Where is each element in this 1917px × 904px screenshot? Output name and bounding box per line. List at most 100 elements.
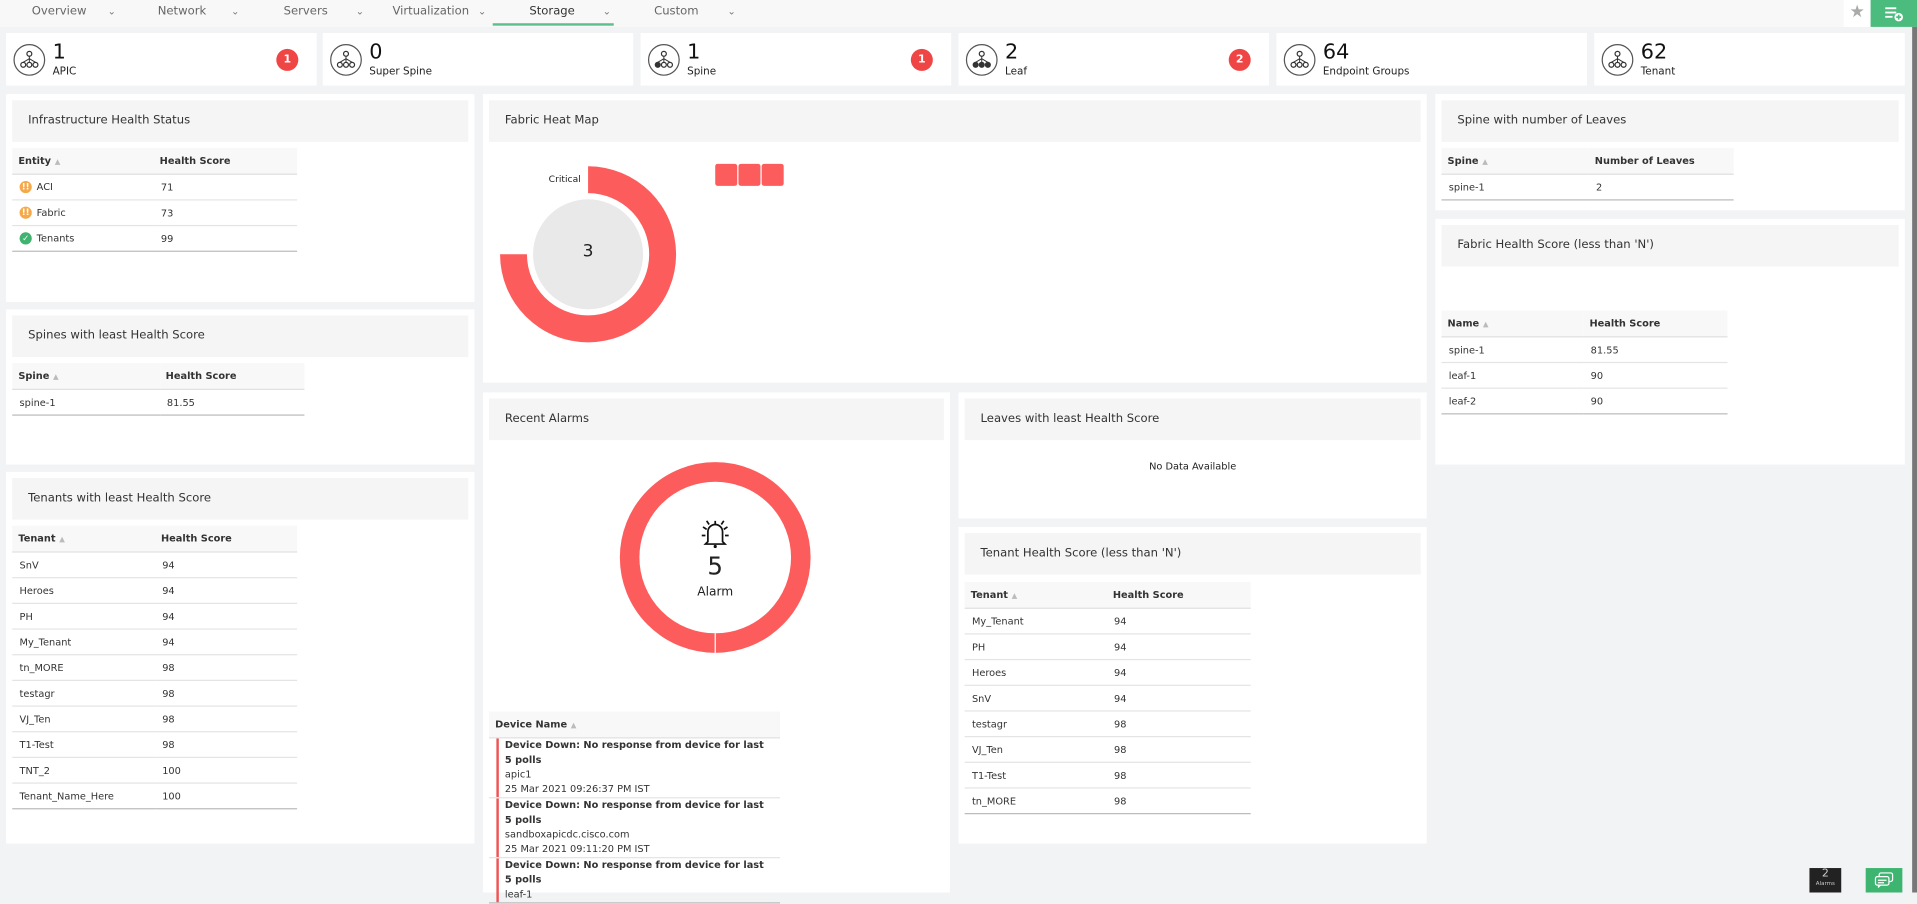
tab-overview[interactable]: Overview ⌄: [32, 0, 116, 27]
table-row[interactable]: Heroes 94: [964, 659, 1251, 686]
alarm-message: Device Down: No response from device for…: [504, 739, 764, 766]
table-row[interactable]: leaf-2 90: [1441, 388, 1728, 415]
column-header[interactable]: Tenant ▲: [12, 525, 155, 553]
table-row[interactable]: My_Tenant 94: [964, 608, 1251, 635]
alarms-badge-button[interactable]: 2 Alarms: [1809, 868, 1842, 893]
summary-card-endpoint-groups[interactable]: 64 Endpoint Groups: [1276, 33, 1587, 86]
card-alert-badge[interactable]: 1: [276, 48, 299, 71]
chevron-down-icon[interactable]: ⌄: [355, 6, 364, 18]
value-cell: 2: [1588, 174, 1734, 201]
table-row[interactable]: spine-1 2: [1441, 174, 1734, 201]
column-header[interactable]: Entity ▲: [12, 147, 154, 175]
table-row[interactable]: TNT_2 100: [12, 757, 298, 784]
tab-servers[interactable]: Servers ⌄: [284, 0, 364, 27]
summary-card-spine[interactable]: 1 Spine 1: [640, 33, 952, 86]
column-header[interactable]: Health Score: [1583, 310, 1728, 338]
summary-card-leaf[interactable]: 2 Leaf 2: [958, 33, 1270, 86]
table-row[interactable]: T1-Test 98: [964, 762, 1251, 789]
table-row[interactable]: PH 94: [12, 603, 298, 630]
alarm-entry: Device Down: No response from device for…: [496, 858, 772, 903]
column-header-label: Health Score: [160, 533, 232, 545]
value-cell: 94: [1106, 608, 1251, 635]
card-alert-badge[interactable]: 1: [910, 48, 933, 71]
no-data-message: No Data Available: [1149, 460, 1237, 472]
table-header-row: Spine ▲ Health Score: [12, 363, 305, 390]
card-alert-badge[interactable]: 2: [1228, 48, 1251, 71]
active-tab-indicator: [492, 23, 614, 26]
bell-icon: [701, 520, 729, 549]
tab-custom[interactable]: Custom ⌄: [654, 0, 736, 27]
column-header[interactable]: Health Score: [154, 525, 298, 553]
sort-icon[interactable]: ▲: [54, 157, 61, 167]
sort-icon[interactable]: ▲: [1482, 157, 1488, 167]
column-header[interactable]: Tenant ▲: [964, 581, 1107, 609]
critical-arc[interactable]: [500, 166, 677, 343]
chevron-down-icon[interactable]: ⌄: [727, 6, 736, 18]
column-header[interactable]: Spine ▲: [12, 363, 160, 390]
heatmap-cell[interactable]: [715, 163, 738, 186]
alarm-row[interactable]: Device Down: No response from device for…: [489, 857, 781, 904]
alarms-badge-label: Alarms: [1815, 881, 1835, 888]
chevron-down-icon[interactable]: ⌄: [478, 6, 487, 18]
table-row[interactable]: Heroes 94: [12, 577, 298, 604]
table-row[interactable]: testagr 98: [964, 710, 1251, 738]
column-header[interactable]: Name ▲: [1441, 310, 1584, 338]
sort-icon[interactable]: ▲: [570, 721, 577, 730]
table-row[interactable]: PH 94: [964, 633, 1251, 661]
sort-icon[interactable]: ▲: [53, 372, 59, 382]
table-header-row: Spine ▲ Number of Leaves: [1441, 147, 1734, 175]
add-widget-button[interactable]: [1870, 0, 1917, 27]
heatmap-cell[interactable]: [738, 163, 761, 186]
value-cell: 81.55: [159, 389, 305, 416]
page-scrollbar[interactable]: [1912, 26, 1917, 893]
spines-least-panel: Spines with least Health Score Spine ▲ Hea…: [6, 309, 475, 465]
table-row[interactable]: Tenant_Name_Here 100: [12, 783, 298, 810]
alarm-device[interactable]: apic1: [504, 769, 532, 781]
table-row[interactable]: tn_MORE 98: [964, 787, 1251, 815]
chevron-down-icon[interactable]: ⌄: [231, 6, 240, 18]
table-row[interactable]: testagr 98: [12, 680, 298, 707]
table-row[interactable]: SnV 94: [964, 685, 1251, 712]
tab-network[interactable]: Network ⌄: [158, 0, 240, 27]
alarm-device[interactable]: sandboxapicdc.cisco.com: [504, 828, 630, 840]
column-header[interactable]: Spine ▲: [1441, 147, 1589, 175]
summary-card-super-spine[interactable]: 0 Super Spine: [322, 33, 634, 86]
chevron-down-icon[interactable]: ⌄: [602, 6, 611, 18]
tab-storage[interactable]: Storage ⌄: [529, 0, 611, 27]
sort-icon[interactable]: ▲: [1482, 320, 1489, 329]
table-row[interactable]: tn_MORE 98: [12, 654, 298, 681]
sort-icon[interactable]: ▲: [59, 535, 65, 545]
favorite-star-icon[interactable]: ★: [1843, 0, 1871, 27]
table-row[interactable]: leaf-1 90: [1441, 362, 1728, 389]
table-row[interactable]: spine-1 81.55: [1441, 336, 1728, 364]
column-header[interactable]: Number of Leaves: [1588, 147, 1734, 175]
column-header[interactable]: Device Name ▲: [489, 711, 781, 739]
value-cell: 90: [1583, 388, 1728, 415]
chat-button[interactable]: [1865, 868, 1903, 893]
table-row[interactable]: !! Fabric 73: [12, 199, 298, 227]
column-header[interactable]: Health Score: [1106, 581, 1251, 609]
heatmap-cell[interactable]: [761, 163, 784, 186]
table-row[interactable]: T1-Test 98: [12, 731, 298, 759]
sort-icon[interactable]: ▲: [1011, 591, 1018, 601]
table-header-row: Name ▲ Health Score: [1441, 310, 1728, 338]
value-cell: 94: [154, 629, 298, 656]
name-cell: Heroes: [12, 577, 155, 604]
table-row[interactable]: !! ACI 71: [12, 174, 298, 201]
chevron-down-icon[interactable]: ⌄: [107, 6, 116, 18]
table-row[interactable]: VJ_Ten 98: [12, 706, 298, 733]
summary-card-apic[interactable]: 1 APIC 1: [6, 33, 317, 86]
tab-virtualization[interactable]: Virtualization ⌄: [392, 0, 486, 27]
table-row[interactable]: VJ_Ten 98: [964, 736, 1251, 763]
table-row[interactable]: SnV 94: [12, 552, 298, 579]
table-row[interactable]: spine-1 81.55: [12, 389, 305, 416]
table-row[interactable]: ✓ Tenants 99: [12, 225, 298, 252]
table-row[interactable]: My_Tenant 94: [12, 629, 298, 656]
column-header[interactable]: Health Score: [153, 147, 298, 175]
alarm-device[interactable]: leaf-1: [504, 888, 533, 900]
heatmap-donut: [500, 166, 677, 343]
alarm-row[interactable]: Device Down: No response from device for…: [489, 797, 781, 859]
summary-card-tenant[interactable]: 62 Tenant: [1594, 33, 1905, 86]
column-header[interactable]: Health Score: [159, 363, 305, 390]
alarm-row[interactable]: Device Down: No response from device for…: [489, 737, 781, 799]
